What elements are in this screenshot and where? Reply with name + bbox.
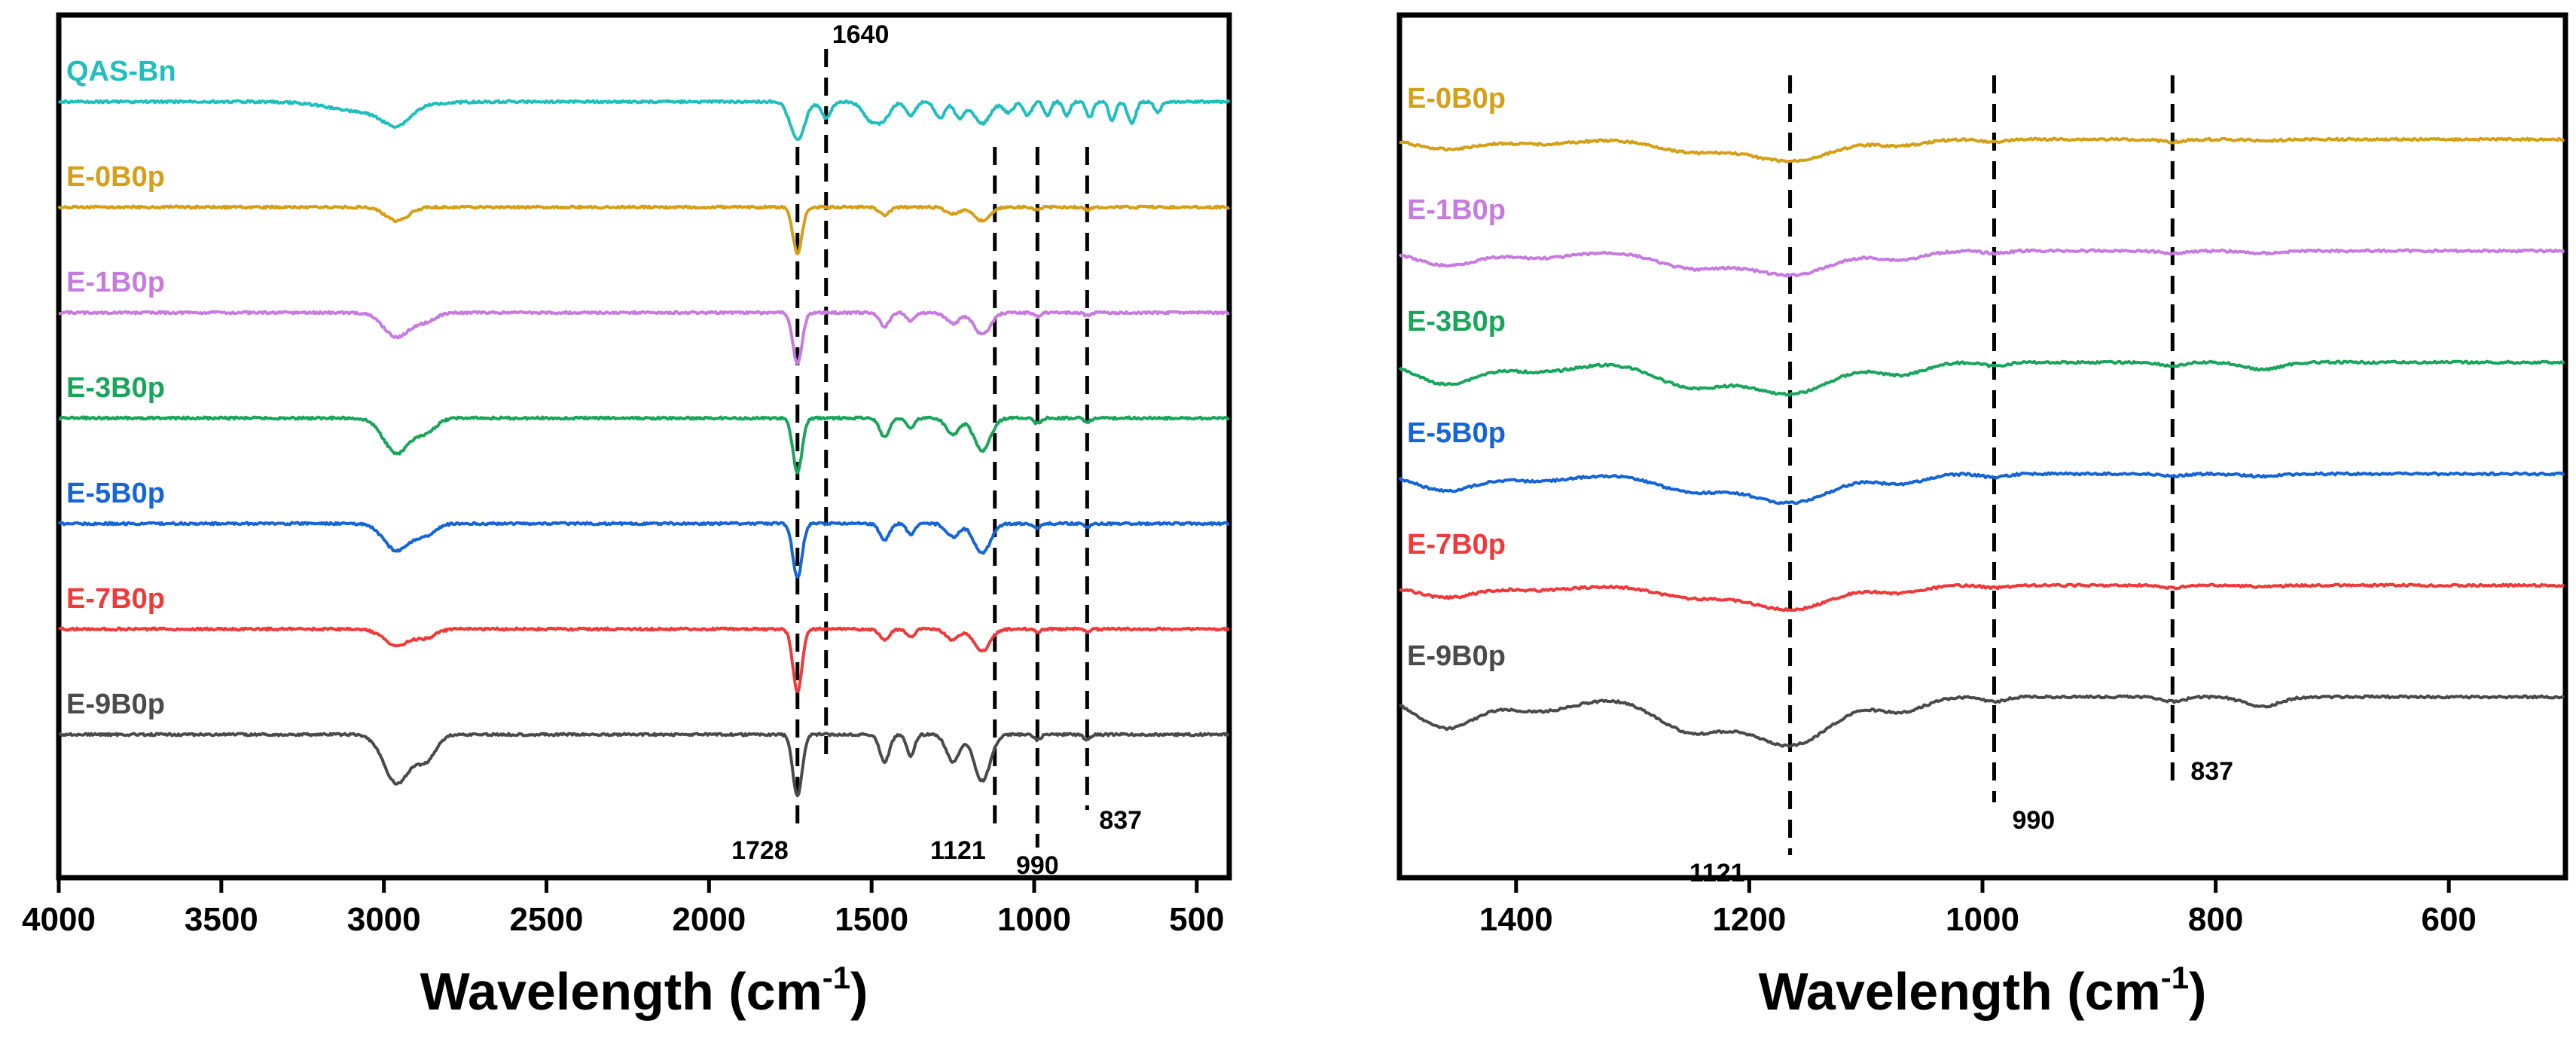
left-panel: 4000 3500 3000 2500 2000 1500 1000 500 QAS-Bn E-… [22, 12, 1232, 1021]
annotation-label-990: 990 [1016, 851, 1059, 880]
spectrum-line-e-7b0p [57, 626, 1230, 693]
series-label-e-9b0p: E-9B0p [66, 689, 165, 720]
spectrum-line-e-1b0p [58, 310, 1230, 365]
series-label-e-3b0p: E-3B0p [1407, 306, 1506, 338]
series-label-e-0b0p: E-0B0p [66, 161, 165, 193]
spectrum-line-e-5b0p [1398, 471, 2565, 506]
x-tick-label: 2000 [672, 901, 746, 938]
annotation-label-990: 990 [2012, 806, 2055, 835]
spectrum-line-qas-bn [57, 99, 1231, 141]
spectrum-line-e-7b0p [1399, 582, 2565, 612]
series-label-e-5b0p: E-5B0p [66, 478, 165, 509]
x-tick-label: 600 [2421, 901, 2476, 938]
spectrum-line-e-3b0p [1398, 359, 2565, 397]
x-tick-label: 3000 [347, 901, 421, 938]
spectrum-line-e-5b0p [57, 521, 1230, 579]
annotation-label-1640: 1640 [832, 20, 890, 49]
x-tick-label: 2500 [510, 901, 584, 938]
series-label-e-7b0p: E-7B0p [66, 583, 165, 615]
annotation-label-837: 837 [1099, 806, 1142, 835]
spectrum-line-e-0b0p [1399, 136, 2565, 163]
left-plot-frame [56, 12, 1232, 881]
series-label-qas-bn: QAS-Bn [66, 56, 176, 87]
x-tick-label: 1500 [835, 901, 908, 938]
series-label-e-3b0p: E-3B0p [66, 372, 165, 404]
spectrum-line-e-3b0p [58, 415, 1230, 475]
right-plot-frame [1396, 12, 2568, 881]
right-x-axis-title: Wavelength (cm-1) [1759, 960, 2207, 1021]
series-label-e-5b0p: E-5B0p [1407, 417, 1506, 449]
annotation-label-1121: 1121 [1689, 859, 1745, 887]
spectrum-line-e-0b0p [57, 204, 1230, 256]
x-tick-label: 3500 [185, 901, 258, 938]
right-panel: 1400 1200 1000 800 600 E-0B0p E-1B0p E-3B0p E-5… [1396, 12, 2568, 1021]
series-label-e-0b0p: E-0B0p [1407, 83, 1506, 115]
annotation-label-1121: 1121 [930, 836, 986, 865]
spectrum-line-e-9b0p [58, 732, 1230, 798]
x-tick-label: 1000 [997, 901, 1071, 938]
x-tick-label: 1200 [1712, 901, 1786, 938]
x-tick-label: 4000 [22, 901, 96, 938]
x-tick-label: 500 [1169, 901, 1224, 938]
series-label-e-1b0p: E-1B0p [1407, 194, 1506, 226]
x-tick-label: 1000 [1946, 901, 2019, 938]
series-label-e-1b0p: E-1B0p [66, 267, 165, 298]
series-label-e-9b0p: E-9B0p [1407, 640, 1506, 672]
x-tick-label: 800 [2188, 901, 2243, 938]
annotation-label-837: 837 [2190, 757, 2233, 786]
series-label-e-7b0p: E-7B0p [1407, 529, 1506, 561]
spectrum-line-e-9b0p [1399, 694, 2565, 748]
x-tick-label: 1400 [1479, 901, 1553, 938]
annotation-label-1728: 1728 [731, 836, 789, 865]
left-x-axis-title: Wavelength (cm-1) [420, 960, 868, 1021]
spectrum-line-e-1b0p [1398, 248, 2565, 278]
